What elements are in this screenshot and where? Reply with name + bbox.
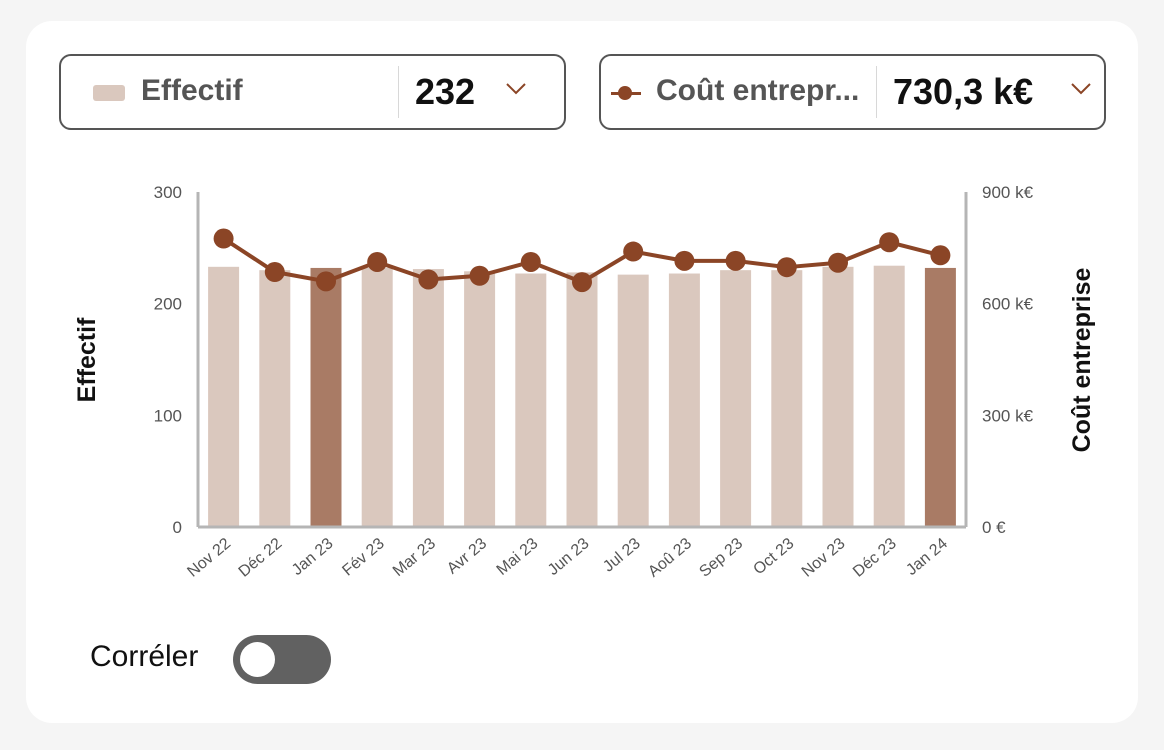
cout-selector[interactable]: Coût entrepr... 730,3 k€ bbox=[599, 54, 1106, 130]
bar-8 bbox=[566, 272, 598, 527]
cout-point-14 bbox=[879, 232, 900, 253]
cout-point-5 bbox=[418, 269, 439, 290]
bar-1 bbox=[208, 266, 240, 527]
y-tick-label: 100 bbox=[154, 406, 182, 425]
x-tick-label: Déc 23 bbox=[850, 535, 900, 581]
cout-point-13 bbox=[828, 252, 848, 273]
selector-divider bbox=[876, 66, 877, 118]
y2-tick-label: 300 k€ bbox=[982, 406, 1034, 425]
x-tick-label: Sep 23 bbox=[696, 535, 746, 581]
bar-11 bbox=[720, 270, 752, 527]
bar-6 bbox=[464, 271, 496, 527]
x-tick-label: Nov 23 bbox=[799, 535, 849, 581]
correler-toggle[interactable] bbox=[233, 635, 331, 684]
bar-7 bbox=[515, 273, 547, 527]
cout-point-10 bbox=[674, 250, 695, 271]
x-tick-label: Oct 23 bbox=[750, 535, 797, 578]
y2-axis-title: Coût entreprise bbox=[1068, 268, 1096, 453]
cout-point-11 bbox=[725, 250, 746, 271]
cout-point-1 bbox=[213, 228, 234, 249]
x-tick-label: Mai 23 bbox=[494, 535, 542, 579]
y-axis-title: Effectif bbox=[73, 317, 101, 402]
cout-point-3 bbox=[316, 271, 336, 292]
bar-15 bbox=[924, 267, 956, 527]
cout-point-4 bbox=[367, 251, 388, 272]
cout-point-2 bbox=[264, 262, 285, 283]
chevron-down-icon[interactable] bbox=[1070, 80, 1092, 96]
bar-4 bbox=[361, 267, 393, 527]
bar-14 bbox=[873, 265, 905, 527]
cout-point-7 bbox=[520, 251, 541, 272]
effectif-selector-value: 232 bbox=[415, 71, 476, 112]
bar-12 bbox=[771, 270, 803, 527]
cout-point-15 bbox=[930, 245, 951, 266]
bar-10 bbox=[668, 273, 700, 527]
x-tick-label: Jul 23 bbox=[600, 535, 644, 576]
x-tick-label: Avr 23 bbox=[444, 535, 490, 578]
bar-2 bbox=[259, 270, 291, 527]
y-tick-label: 200 bbox=[154, 295, 182, 314]
bar-13 bbox=[822, 266, 854, 527]
bar-3 bbox=[310, 267, 342, 527]
x-tick-label: Nov 22 bbox=[184, 535, 234, 581]
x-tick-label: Jun 23 bbox=[545, 535, 593, 579]
y2-tick-label: 0 € bbox=[982, 518, 1006, 537]
bar-5 bbox=[412, 269, 444, 527]
correler-label: Corréler bbox=[90, 640, 199, 673]
x-tick-label: Aoû 23 bbox=[645, 535, 695, 581]
y-tick-label: 0 bbox=[173, 518, 182, 537]
cout-selector-value: 730,3 k€ bbox=[893, 71, 1034, 112]
bar-legend-swatch bbox=[93, 85, 125, 101]
x-tick-label: Fév 23 bbox=[339, 535, 387, 580]
y2-tick-label: 600 k€ bbox=[982, 295, 1034, 314]
selector-divider bbox=[398, 66, 399, 118]
x-tick-label: Jan 24 bbox=[903, 535, 951, 579]
y2-tick-label: 900 k€ bbox=[982, 183, 1034, 202]
x-tick-label: Jan 23 bbox=[289, 535, 337, 579]
y-tick-label: 300 bbox=[154, 183, 182, 202]
line-legend-dot bbox=[618, 86, 632, 100]
cout-point-9 bbox=[623, 241, 644, 262]
cout-point-8 bbox=[572, 272, 592, 293]
x-tick-label: Mar 23 bbox=[390, 535, 439, 580]
cout-point-6 bbox=[469, 265, 490, 286]
toggle-knob bbox=[240, 642, 275, 677]
x-tick-label: Déc 22 bbox=[236, 535, 286, 581]
bar-9 bbox=[617, 274, 649, 527]
effectif-selector[interactable]: Effectif 232 bbox=[59, 54, 566, 130]
chevron-down-icon[interactable] bbox=[505, 80, 527, 96]
cout-point-12 bbox=[776, 257, 797, 278]
